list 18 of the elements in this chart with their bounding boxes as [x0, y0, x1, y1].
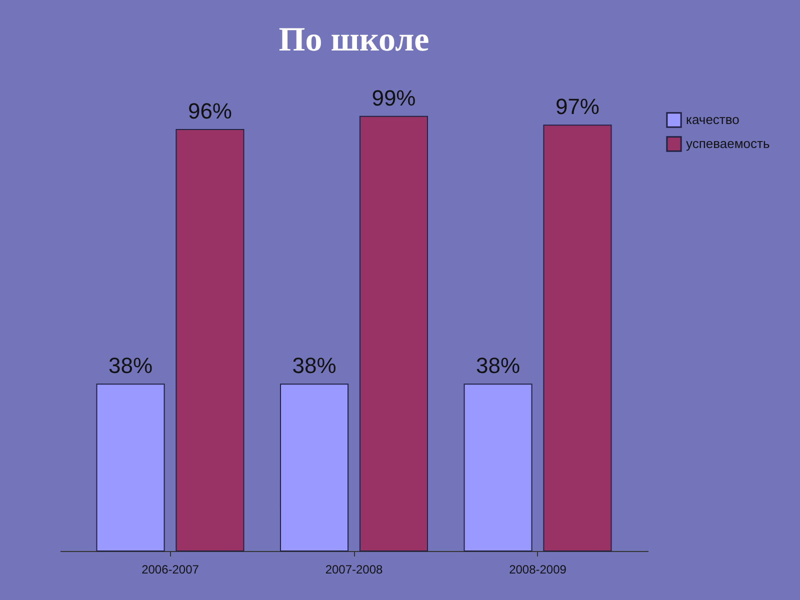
data-label: 97% — [555, 94, 600, 120]
x-tick-label: 2006-2007 — [142, 562, 200, 576]
x-tick-label: 2008-2009 — [509, 562, 567, 576]
data-label: 38% — [292, 353, 336, 378]
data-label: 96% — [188, 98, 232, 124]
data-label: 99% — [372, 85, 416, 110]
legend-label: качество — [686, 112, 740, 127]
bar — [176, 129, 244, 552]
bar — [96, 384, 165, 552]
bar — [359, 116, 428, 552]
bar — [464, 384, 532, 552]
bar — [280, 384, 349, 552]
chart-title: По школе — [278, 21, 430, 58]
legend-label: успеваемость — [686, 136, 770, 151]
data-label: 38% — [476, 353, 520, 378]
x-tick-label: 2007-2008 — [325, 562, 384, 576]
data-label: 38% — [108, 353, 153, 378]
bar — [543, 124, 612, 552]
